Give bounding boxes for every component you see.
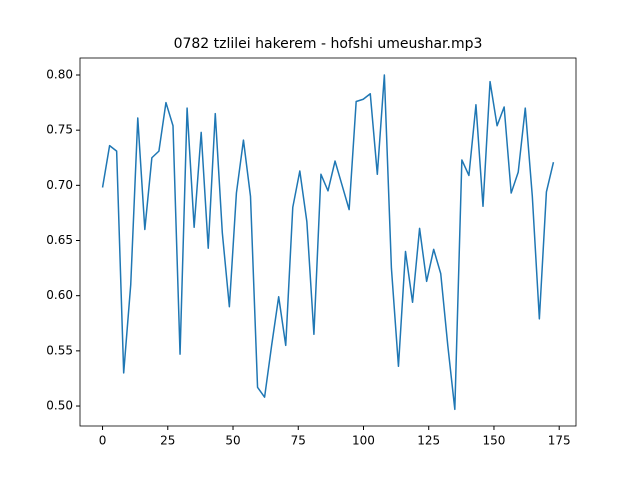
x-tick-label: 100 bbox=[352, 434, 375, 448]
y-tick-label: 0.55 bbox=[46, 343, 73, 357]
x-tick-label: 175 bbox=[548, 434, 571, 448]
y-tick-label: 0.65 bbox=[46, 233, 73, 247]
x-tick-label: 125 bbox=[417, 434, 440, 448]
data-line bbox=[101, 74, 555, 411]
x-tick-label: 150 bbox=[483, 434, 506, 448]
y-tick-label: 0.80 bbox=[46, 67, 73, 81]
x-tick-label: 0 bbox=[99, 434, 107, 448]
x-tick-label: 25 bbox=[160, 434, 175, 448]
y-tick-label: 0.50 bbox=[46, 399, 73, 413]
chart-title: 0782 tzlilei hakerem - hofshi umeushar.m… bbox=[174, 36, 483, 52]
y-tick-label: 0.75 bbox=[46, 123, 73, 137]
axes-frame bbox=[79, 57, 577, 427]
y-tick-label: 0.70 bbox=[46, 178, 73, 192]
x-tick-label: 50 bbox=[225, 434, 240, 448]
y-tick-label: 0.60 bbox=[46, 288, 73, 302]
x-tick-label: 75 bbox=[291, 434, 306, 448]
